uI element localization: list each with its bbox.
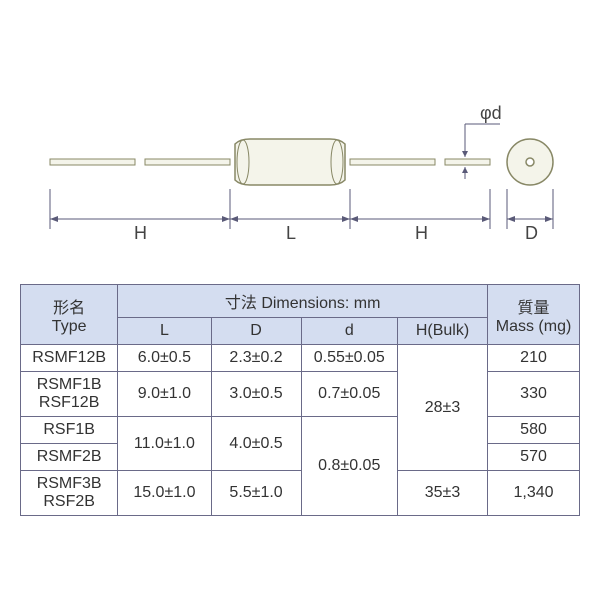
- L-label: L: [286, 223, 296, 243]
- header-HBulk: H(Bulk): [397, 318, 487, 345]
- cell-type: RSMF2B: [21, 444, 118, 471]
- dimension-diagram: φd H L H D: [20, 84, 580, 284]
- cell-type: RSMF1BRSF12B: [21, 372, 118, 417]
- cell-mass: 330: [488, 372, 580, 417]
- cell-L: 15.0±1.0: [118, 471, 211, 516]
- cell-H: 35±3: [397, 471, 487, 516]
- cell-type: RSF1B: [21, 417, 118, 444]
- cell-type: RSMF12B: [21, 345, 118, 372]
- D-label: D: [525, 223, 538, 243]
- cell-D: 2.3±0.2: [211, 345, 301, 372]
- header-mass: 質量Mass (mg): [488, 285, 580, 345]
- cell-type: RSMF3BRSF2B: [21, 471, 118, 516]
- cell-d: 0.55±0.05: [301, 345, 397, 372]
- dimensions-table: 形名Type 寸法 Dimensions: mm 質量Mass (mg) L D…: [20, 284, 580, 516]
- H-label-left: H: [134, 223, 147, 243]
- header-d: d: [301, 318, 397, 345]
- header-L: L: [118, 318, 211, 345]
- header-type: 形名Type: [21, 285, 118, 345]
- cell-d: 0.8±0.05: [301, 417, 397, 516]
- cell-D: 3.0±0.5: [211, 372, 301, 417]
- cell-D: 5.5±1.0: [211, 471, 301, 516]
- header-D: D: [211, 318, 301, 345]
- header-dimensions: 寸法 Dimensions: mm: [118, 285, 488, 318]
- cell-L: 9.0±1.0: [118, 372, 211, 417]
- cell-L: 6.0±0.5: [118, 345, 211, 372]
- cell-mass: 580: [488, 417, 580, 444]
- cell-mass: 210: [488, 345, 580, 372]
- cell-D: 4.0±0.5: [211, 417, 301, 471]
- phi-d-label: φd: [480, 103, 502, 123]
- cell-mass: 1,340: [488, 471, 580, 516]
- cell-L: 11.0±1.0: [118, 417, 211, 471]
- H-label-right: H: [415, 223, 428, 243]
- cell-H: 28±3: [397, 345, 487, 471]
- cell-d: 0.7±0.05: [301, 372, 397, 417]
- cell-mass: 570: [488, 444, 580, 471]
